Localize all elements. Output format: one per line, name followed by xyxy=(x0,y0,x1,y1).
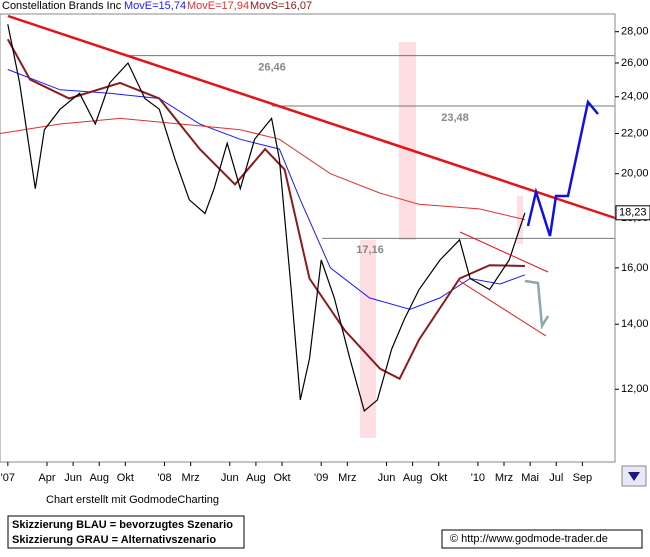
x-tick-label: Aug xyxy=(89,472,109,484)
scenario-grey xyxy=(524,279,550,330)
x-tick-label: Mai xyxy=(521,472,539,484)
scenario-blue xyxy=(526,99,599,237)
y-tick-label: 14,00 xyxy=(621,318,649,330)
line xyxy=(7,24,526,412)
line xyxy=(0,117,526,221)
x-tick-label: Sep xyxy=(573,472,593,484)
x-tick-label: Jun xyxy=(64,472,82,484)
last-price-label: 18,23 xyxy=(619,207,647,219)
x-tick-label: Aug xyxy=(246,472,266,484)
y-tick-label: 26,00 xyxy=(621,57,649,69)
y-axis-area xyxy=(615,14,650,462)
x-tick-label: Okt xyxy=(430,472,447,484)
trendline xyxy=(7,14,616,220)
highlight-band xyxy=(360,240,376,438)
x-tick-label: Jun xyxy=(378,472,396,484)
menu-icon xyxy=(628,472,640,481)
x-axis-labels: '07 Apr Jun Aug Okt '08 Mrz Jun Aug Okt '09 Mrz Jun A… xyxy=(1,462,592,484)
channel-line xyxy=(459,231,549,273)
level-label: 26,46 xyxy=(258,61,286,73)
x-tick-label: Okt xyxy=(117,472,134,484)
y-tick-label: 12,00 xyxy=(621,383,649,395)
legend-entry: MovE=15,74 xyxy=(124,0,186,12)
y-tick-label: 28,00 xyxy=(621,26,649,38)
x-tick-label: Jul xyxy=(549,472,563,484)
highlight-band xyxy=(517,196,523,244)
channel-line xyxy=(457,279,547,337)
y-tick-label: 22,00 xyxy=(621,127,649,139)
chart-title: Constellation Brands Inc xyxy=(2,0,122,12)
level-label: 17,16 xyxy=(356,244,384,256)
y-tick-label: 20,00 xyxy=(621,168,649,180)
legend-entry: MovS=16,07 xyxy=(250,0,312,12)
x-tick-label: Jun xyxy=(221,472,239,484)
x-tick-label: Mrz xyxy=(338,472,356,484)
highlight-band xyxy=(399,42,416,240)
note: Skizzierung BLAU = bevorzugtes Szenario xyxy=(12,519,233,531)
line xyxy=(7,69,526,310)
x-tick-label: Mrz xyxy=(495,472,513,484)
credit: Chart erstellt mit GodmodeCharting xyxy=(46,494,219,506)
x-tick-label: '07 xyxy=(1,472,15,484)
x-tick-label: Mrz xyxy=(181,472,199,484)
x-tick-label: '08 xyxy=(157,472,171,484)
x-tick-label: Aug xyxy=(403,472,423,484)
line xyxy=(6,38,525,381)
y-tick-label: 24,00 xyxy=(621,91,649,103)
x-tick-label: Apr xyxy=(38,472,55,484)
x-tick-label: '10 xyxy=(471,472,485,484)
legend-entry: MovE=17,94 xyxy=(187,0,249,12)
y-tick-label: 16,00 xyxy=(621,262,649,274)
levels: 26,46 23,48 17,16 xyxy=(128,55,615,256)
copyright-box xyxy=(441,529,643,549)
level-label: 23,48 xyxy=(441,112,469,124)
notes-box xyxy=(7,515,245,549)
x-tick-label: Okt xyxy=(273,472,290,484)
last-price-box xyxy=(615,205,650,221)
copyright: © http://www.godmode-trader.de xyxy=(450,533,608,545)
x-tick-label: '09 xyxy=(314,472,328,484)
lines xyxy=(0,24,526,412)
note: Skizzierung GRAU = Alternativszenario xyxy=(12,534,216,546)
